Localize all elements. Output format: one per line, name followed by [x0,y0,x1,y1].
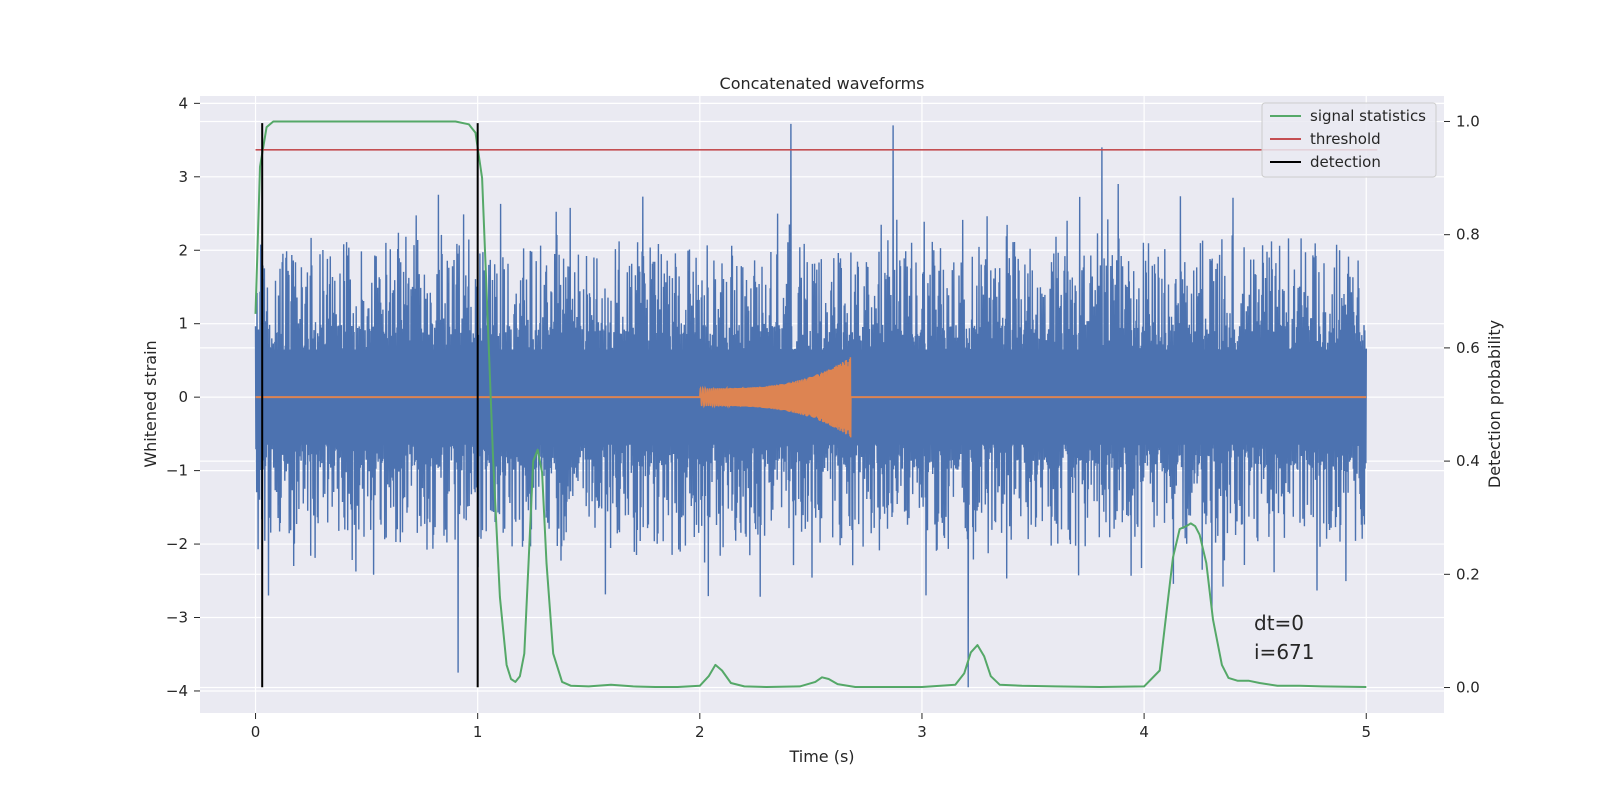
x-tick-label: 4 [1139,723,1149,741]
legend-label-threshold: threshold [1310,130,1381,148]
annotation-index: i=671 [1254,640,1315,664]
y-tick-label: 3 [178,168,188,186]
legend-label-signal-statistics: signal statistics [1310,107,1426,125]
x-tick-label: 5 [1361,723,1371,741]
axis-ticks: 0 1 2 3 4 5 −4 −3 −2 −1 0 1 2 3 4 0.0 0.2 0.4 0.6 0.8 1.0 [166,94,1480,741]
template-series [255,357,1367,438]
y2-axis-label: Detection probability [1485,320,1504,488]
y-axis-label: Whitened strain [141,340,160,467]
y-tick-label: 0 [178,388,188,406]
legend-label-detection: detection [1310,153,1381,171]
y2-tick-label: 0.8 [1456,226,1480,244]
y-tick-label: 2 [178,241,188,259]
strain-line [254,123,1368,688]
template-chirp [699,357,852,438]
y-tick-label: 4 [178,94,188,112]
x-tick-label: 2 [695,723,705,741]
signal-statistics-series [254,120,1367,688]
y-tick-label: 1 [178,315,188,333]
x-axis-label: Time (s) [788,747,854,766]
detection-series [261,123,479,688]
y2-tick-label: 1.0 [1456,112,1480,130]
y-tick-label: −2 [166,535,188,553]
y2-tick-label: 0.2 [1456,565,1480,583]
x-tick-label: 1 [473,723,483,741]
legend-box [1261,102,1437,178]
signal-statistics-line [254,120,1367,688]
y2-tick-label: 0.4 [1456,452,1480,470]
chart-title: Concatenated waveforms [720,74,925,93]
y-tick-label: −4 [166,682,188,700]
y2-tick-label: 0.6 [1456,339,1480,357]
legend: signal statistics threshold detection [1261,102,1437,178]
y2-tick-label: 0.0 [1456,679,1480,697]
y-tick-label: −3 [166,609,188,627]
annotation-dt: dt=0 [1254,611,1304,635]
x-tick-label: 0 [251,723,261,741]
x-tick-label: 3 [917,723,927,741]
y-tick-label: −1 [166,462,188,480]
